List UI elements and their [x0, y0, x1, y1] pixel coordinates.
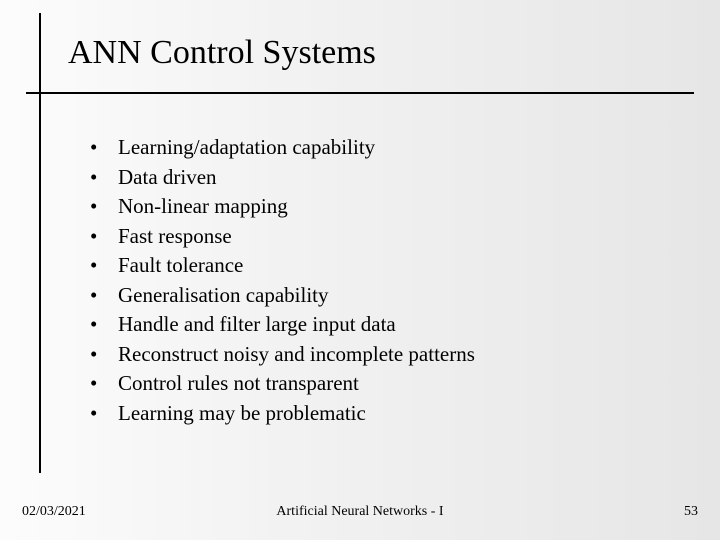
list-item: Learning/adaptation capability — [90, 133, 475, 163]
bullet-list: Learning/adaptation capability Data driv… — [90, 133, 475, 428]
list-item: Generalisation capability — [90, 281, 475, 311]
list-item: Fast response — [90, 222, 475, 252]
slide: ANN Control Systems Learning/adaptation … — [0, 0, 720, 540]
list-item: Learning may be problematic — [90, 399, 475, 429]
footer-page-number: 53 — [684, 504, 698, 520]
list-item: Data driven — [90, 163, 475, 193]
list-item: Control rules not transparent — [90, 369, 475, 399]
list-item: Fault tolerance — [90, 251, 475, 281]
list-item: Handle and filter large input data — [90, 310, 475, 340]
slide-title: ANN Control Systems — [68, 34, 376, 72]
vertical-rule — [39, 13, 41, 473]
list-item: Non-linear mapping — [90, 192, 475, 222]
list-item: Reconstruct noisy and incomplete pattern… — [90, 340, 475, 370]
horizontal-rule — [26, 92, 694, 94]
footer-subtitle: Artificial Neural Networks - I — [0, 504, 720, 520]
